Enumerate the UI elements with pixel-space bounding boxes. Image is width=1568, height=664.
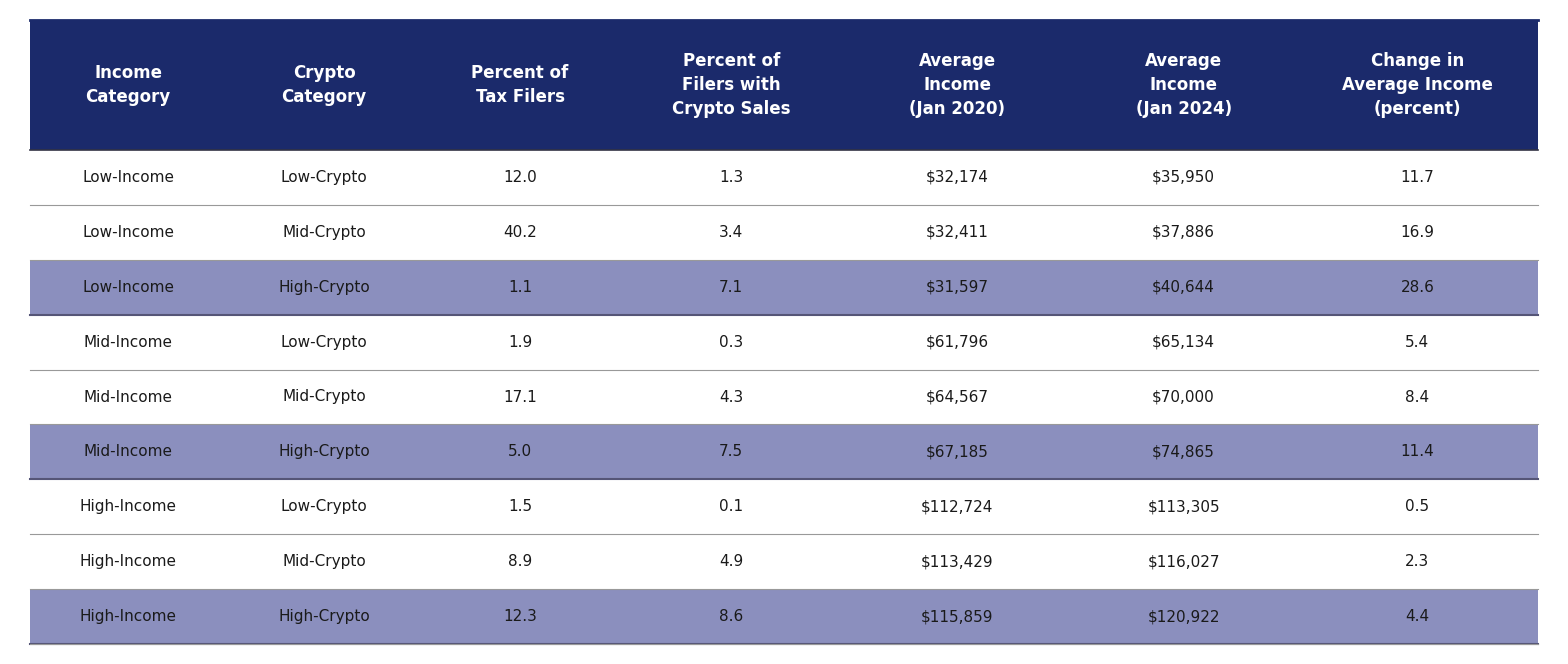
Text: 7.5: 7.5 [720,444,743,459]
Text: 17.1: 17.1 [503,390,536,404]
Text: $113,305: $113,305 [1148,499,1220,515]
Text: $112,724: $112,724 [922,499,994,515]
Text: $61,796: $61,796 [925,335,989,350]
Text: $32,174: $32,174 [927,170,989,185]
Text: Mid-Crypto: Mid-Crypto [282,554,365,569]
Text: Change in
Average Income
(percent): Change in Average Income (percent) [1342,52,1493,118]
Text: Income
Category: Income Category [85,64,171,106]
Text: 8.9: 8.9 [508,554,532,569]
Text: Mid-Income: Mid-Income [83,444,172,459]
Text: 0.1: 0.1 [720,499,743,515]
Text: 0.3: 0.3 [720,335,743,350]
Text: High-Crypto: High-Crypto [278,609,370,624]
Text: $67,185: $67,185 [927,444,989,459]
Text: High-Crypto: High-Crypto [278,280,370,295]
Bar [30,535,1538,589]
Text: Average
Income
(Jan 2020): Average Income (Jan 2020) [909,52,1005,118]
Text: $64,567: $64,567 [927,390,989,404]
Bar [30,315,1538,370]
Text: High-Income: High-Income [80,554,177,569]
Text: Mid-Income: Mid-Income [83,390,172,404]
Text: $31,597: $31,597 [927,280,989,295]
Text: Percent of
Tax Filers: Percent of Tax Filers [472,64,569,106]
Text: $37,886: $37,886 [1152,225,1215,240]
Text: 1.5: 1.5 [508,499,532,515]
Text: High-Crypto: High-Crypto [278,444,370,459]
Text: 5.4: 5.4 [1405,335,1430,350]
Bar [30,260,1538,315]
Text: High-Income: High-Income [80,609,177,624]
Text: Mid-Income: Mid-Income [83,335,172,350]
Text: 8.6: 8.6 [720,609,743,624]
Text: $70,000: $70,000 [1152,390,1215,404]
Bar [30,205,1538,260]
Text: 7.1: 7.1 [720,280,743,295]
Bar [30,479,1538,535]
Bar [30,424,1538,479]
Text: $113,429: $113,429 [920,554,994,569]
Text: 1.9: 1.9 [508,335,532,350]
Text: 12.0: 12.0 [503,170,536,185]
Text: $115,859: $115,859 [920,609,994,624]
Text: 28.6: 28.6 [1400,280,1435,295]
Text: 12.3: 12.3 [503,609,536,624]
Text: $40,644: $40,644 [1152,280,1215,295]
Text: $120,922: $120,922 [1148,609,1220,624]
Text: 1.1: 1.1 [508,280,532,295]
Text: Average
Income
(Jan 2024): Average Income (Jan 2024) [1135,52,1232,118]
Bar [30,589,1538,644]
Text: Percent of
Filers with
Crypto Sales: Percent of Filers with Crypto Sales [673,52,790,118]
Text: 4.3: 4.3 [720,390,743,404]
Text: $116,027: $116,027 [1148,554,1220,569]
Text: 40.2: 40.2 [503,225,536,240]
Text: 8.4: 8.4 [1405,390,1430,404]
Text: Low-Crypto: Low-Crypto [281,335,367,350]
Text: Mid-Crypto: Mid-Crypto [282,225,365,240]
Text: 1.3: 1.3 [720,170,743,185]
Bar [30,20,1538,150]
Text: $35,950: $35,950 [1152,170,1215,185]
Bar [30,150,1538,205]
Text: 16.9: 16.9 [1400,225,1435,240]
Text: 2.3: 2.3 [1405,554,1430,569]
Text: 5.0: 5.0 [508,444,532,459]
Text: High-Income: High-Income [80,499,177,515]
Text: 11.4: 11.4 [1400,444,1435,459]
Text: 4.9: 4.9 [720,554,743,569]
Text: Low-Income: Low-Income [82,280,174,295]
Text: Crypto
Category: Crypto Category [281,64,367,106]
Text: Low-Crypto: Low-Crypto [281,170,367,185]
Text: Low-Income: Low-Income [82,225,174,240]
Text: Mid-Crypto: Mid-Crypto [282,390,365,404]
Text: $65,134: $65,134 [1152,335,1215,350]
Text: 4.4: 4.4 [1405,609,1430,624]
Text: Low-Crypto: Low-Crypto [281,499,367,515]
Text: Low-Income: Low-Income [82,170,174,185]
Text: $32,411: $32,411 [927,225,989,240]
Text: $74,865: $74,865 [1152,444,1215,459]
Text: 0.5: 0.5 [1405,499,1430,515]
Text: 3.4: 3.4 [720,225,743,240]
Text: 11.7: 11.7 [1400,170,1435,185]
Bar [30,370,1538,424]
